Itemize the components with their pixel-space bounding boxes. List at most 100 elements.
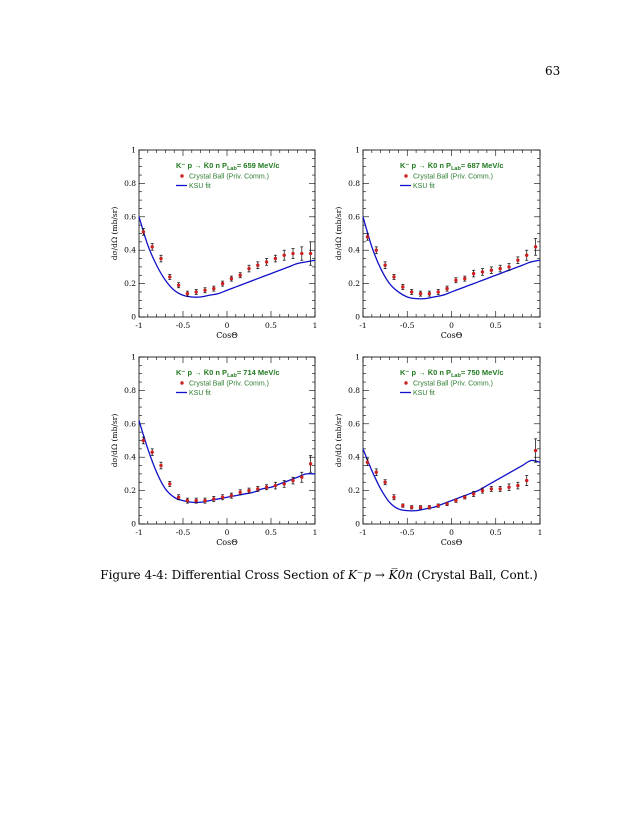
data-point xyxy=(507,485,511,489)
legend-title-plab-sub: Lab xyxy=(227,373,237,379)
x-tick-label: -0.5 xyxy=(400,321,415,330)
x-tick-label: 0 xyxy=(449,321,454,330)
data-point xyxy=(498,487,502,491)
data-point xyxy=(392,495,396,499)
legend-title-value: = 687 MeV/c xyxy=(461,161,504,170)
legend-title-plab-sub: Lab xyxy=(451,166,461,172)
x-tick-label: -1 xyxy=(359,528,366,537)
x-tick-label: -0.5 xyxy=(176,528,191,537)
data-point xyxy=(256,263,260,267)
figure-caption: Figure 4-4: Differential Cross Section o… xyxy=(0,568,638,582)
legend-entry-fit: KSU fit xyxy=(189,183,211,190)
data-point xyxy=(383,480,387,484)
x-tick-label: 0 xyxy=(225,321,230,330)
data-point xyxy=(383,263,387,267)
data-point xyxy=(256,487,260,491)
data-point xyxy=(525,253,529,257)
ksu-fit-curve xyxy=(138,216,316,298)
legend-title-plab: P xyxy=(222,368,227,377)
data-point xyxy=(401,503,405,508)
data-point xyxy=(247,488,251,493)
chart-panel-2: -1 -0.5 0 0.5 1 0 0.2 0.4 0.6 0.8 1 CosΘ dσ/dΩ (mb/s… xyxy=(334,146,542,341)
ksu-fit-curve xyxy=(362,448,541,512)
legend-title-plab: P xyxy=(446,368,451,377)
data-point xyxy=(498,266,502,271)
data-point xyxy=(141,438,146,443)
data-point xyxy=(533,245,538,249)
data-point xyxy=(418,505,423,509)
data-point xyxy=(507,265,511,269)
x-tick-label: -0.5 xyxy=(176,321,191,330)
y-axis-label: dσ/dΩ (mb/sr) xyxy=(334,414,343,468)
data-point xyxy=(159,463,163,468)
data-point xyxy=(229,276,234,281)
legend-entry-data: Crystal Ball (Priv. Comm.) xyxy=(189,174,269,181)
data-point xyxy=(516,483,520,488)
data-point xyxy=(238,273,242,277)
x-tick-label: 0.5 xyxy=(265,528,277,537)
data-point xyxy=(229,493,234,498)
chart-panel-1: -1 -0.5 0 0.5 1 0 0.2 0.4 0.6 0.8 1 CosΘ dσ/dΩ (mb/s… xyxy=(110,146,317,341)
data-point xyxy=(401,285,405,289)
y-tick-label: 0 xyxy=(355,313,360,322)
legend-entry-data: Crystal Ball (Priv. Comm.) xyxy=(189,381,269,388)
data-point xyxy=(150,245,154,249)
legend-marker-data xyxy=(180,174,184,178)
data-point xyxy=(203,288,207,292)
data-point xyxy=(489,268,494,272)
data-point xyxy=(374,470,378,474)
data-point xyxy=(445,286,449,291)
caption-reaction: K⁻p → K̅0n xyxy=(348,568,414,582)
data-point xyxy=(212,286,216,291)
legend-entry-data: Crystal Ball (Priv. Comm.) xyxy=(413,174,493,181)
y-axis-label: dσ/dΩ (mb/sr) xyxy=(334,207,343,261)
data-point xyxy=(409,505,414,509)
y-tick-label: 0.8 xyxy=(348,386,360,395)
y-tick-label: 1 xyxy=(131,146,136,155)
x-tick-label: 0 xyxy=(225,528,230,537)
data-point xyxy=(418,291,423,296)
y-tick-label: 0 xyxy=(131,520,136,529)
legend-title-value: = 714 MeV/c xyxy=(237,368,280,377)
data-point xyxy=(480,488,485,493)
legend-title: K⁻ p → K̅0 n PLab= 714 MeV/c xyxy=(176,368,280,379)
data-point xyxy=(374,248,378,252)
y-axis-label: dσ/dΩ (mb/sr) xyxy=(110,414,119,468)
y-tick-label: 0.8 xyxy=(124,179,136,188)
y-tick-label: 0.2 xyxy=(348,486,360,495)
legend-entry-fit: KSU fit xyxy=(413,183,435,190)
x-tick-label: 1 xyxy=(313,321,318,330)
data-point xyxy=(159,256,163,261)
data-point xyxy=(291,251,295,256)
figure-4-4: -1 -0.5 0 0.5 1 0 0.2 0.4 0.6 0.8 1 CosΘ dσ/dΩ (mb/s… xyxy=(110,146,542,548)
data-point xyxy=(365,460,370,464)
legend-title-value: = 659 MeV/c xyxy=(237,161,280,170)
y-tick-label: 1 xyxy=(355,353,360,362)
legend-title: K⁻ p → K̅0 n PLab= 659 MeV/c xyxy=(176,161,280,172)
data-point xyxy=(220,281,225,286)
chart-panel-4: -1 -0.5 0 0.5 1 0 0.2 0.4 0.6 0.8 1 CosΘ dσ/dΩ (mb/s… xyxy=(334,353,542,548)
data-point xyxy=(516,258,520,262)
data-point xyxy=(454,278,458,282)
y-tick-label: 0 xyxy=(355,520,360,529)
chart-panel-3: -1 -0.5 0 0.5 1 0 0.2 0.4 0.6 0.8 1 CosΘ dσ/dΩ (mb/s… xyxy=(110,353,317,548)
caption-prefix: Figure 4-4: Differential Cross Section o… xyxy=(100,568,349,582)
data-point xyxy=(141,230,146,234)
x-tick-label: -1 xyxy=(135,528,142,537)
data-point xyxy=(308,251,313,256)
data-point xyxy=(194,290,198,294)
x-tick-label: 0.5 xyxy=(490,528,502,537)
x-tick-label: 1 xyxy=(538,321,543,330)
legend-entry-data: Crystal Ball (Priv. Comm.) xyxy=(413,381,493,388)
data-point xyxy=(489,487,494,491)
y-tick-label: 0.4 xyxy=(124,246,136,255)
legend-title-value: = 750 MeV/c xyxy=(461,368,504,377)
y-axis-label: dσ/dΩ (mb/sr) xyxy=(110,207,119,261)
y-tick-label: 0.2 xyxy=(124,486,136,495)
data-point xyxy=(291,478,295,483)
y-tick-label: 0.8 xyxy=(124,386,136,395)
data-point xyxy=(168,482,172,486)
legend-title-plab-sub: Lab xyxy=(451,373,461,379)
data-point xyxy=(471,271,476,276)
y-tick-label: 1 xyxy=(131,353,136,362)
